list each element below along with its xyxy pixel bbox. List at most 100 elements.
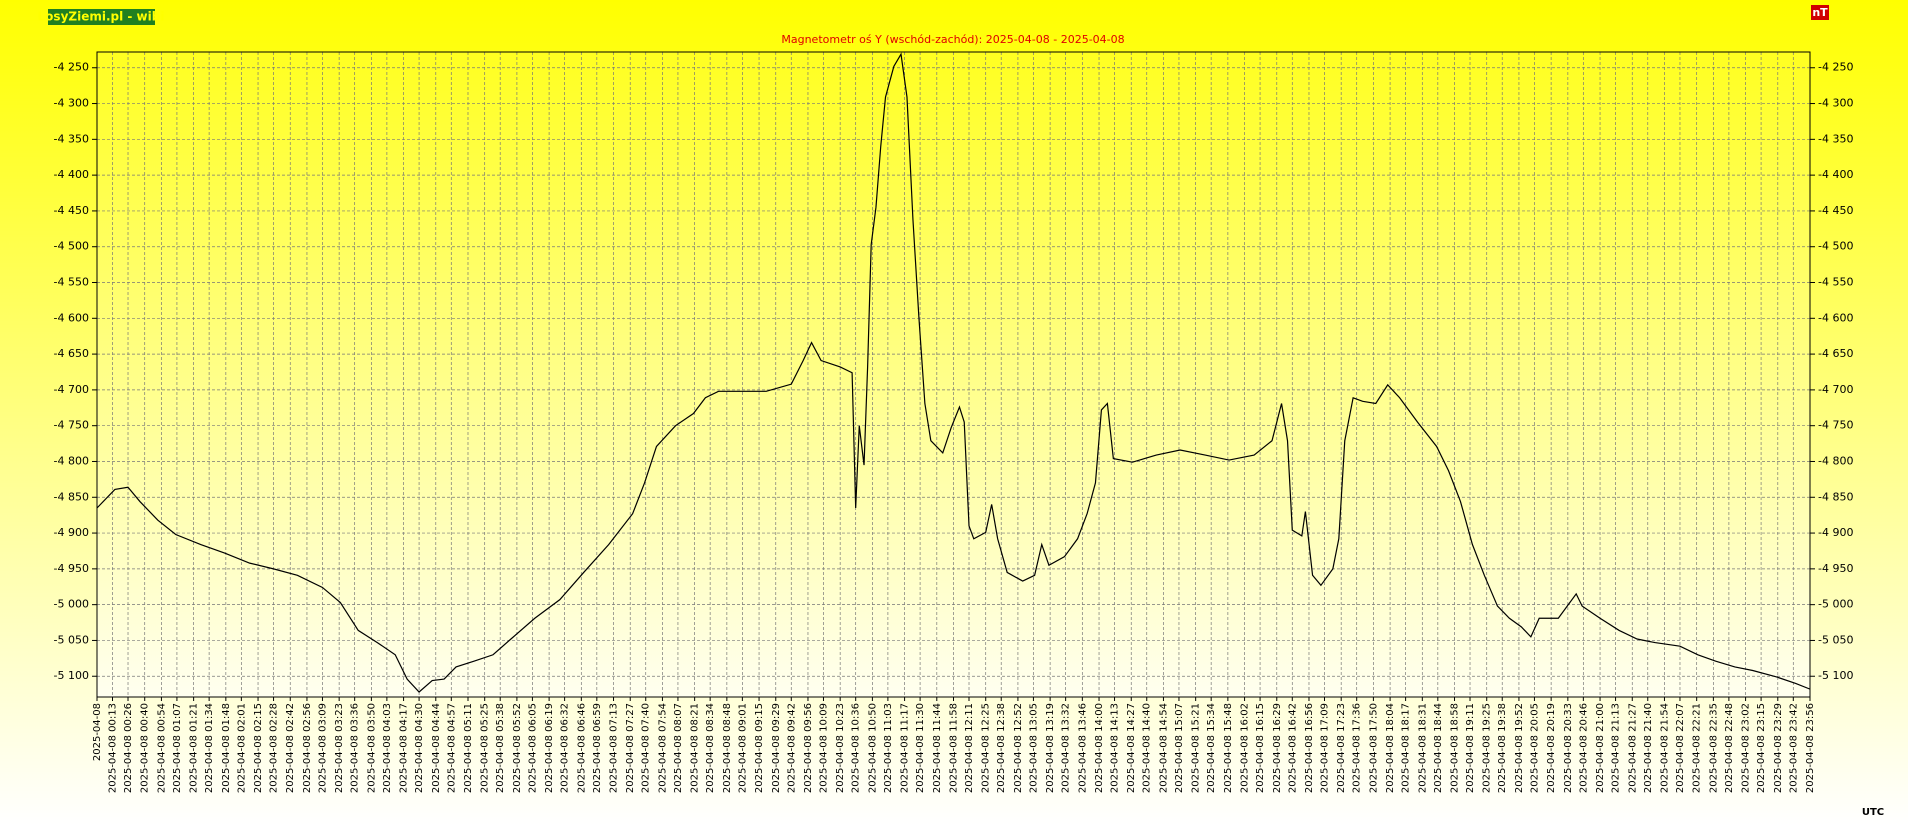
- x-tick-label: 2025-04-08 01:48: [221, 703, 232, 793]
- x-tick-label: 2025-04-08 14:13: [1110, 703, 1121, 793]
- x-tick-label: 2025-04-08 00:54: [156, 703, 167, 793]
- x-tick-label: 2025-04-08 09:01: [737, 703, 748, 793]
- y-tick-label: -4 650: [54, 347, 89, 360]
- x-tick-label: 2025-04-08 04:44: [431, 703, 442, 793]
- x-tick-label: 2025-04-08 22:07: [1675, 703, 1686, 793]
- x-tick-label: 2025-04-08 22:21: [1692, 703, 1703, 793]
- y-tick-label: -5 000: [1818, 598, 1853, 611]
- y-tick-label: -4 400: [1818, 168, 1853, 181]
- x-tick-label: 2025-04-08 15:34: [1206, 703, 1217, 793]
- y-tick-label: -4 750: [1818, 419, 1853, 432]
- x-tick-label: 2025-04-08 19:25: [1482, 703, 1493, 793]
- y-tick-label: -4 250: [1818, 61, 1853, 74]
- y-tick-label: -5 050: [54, 633, 89, 646]
- y-tick-label: -4 700: [1818, 383, 1853, 396]
- x-tick-label: 2025-04-08 23:02: [1741, 703, 1752, 793]
- y-tick-label: -4 900: [54, 526, 89, 539]
- x-tick-label: 2025-04-08 14:27: [1126, 703, 1137, 793]
- x-tick-label: 2025-04-08 02:01: [236, 703, 247, 793]
- y-tick-label: -4 800: [1818, 454, 1853, 467]
- x-tick-label: 2025-04-08 00:26: [123, 703, 134, 793]
- x-tick-label: 2025-04-08 12:38: [996, 703, 1007, 793]
- x-tick-label: 2025-04-08 17:09: [1319, 703, 1330, 793]
- x-tick-label: 2025-04-08 21:00: [1595, 703, 1606, 793]
- y-tick-label: -4 500: [1818, 240, 1853, 253]
- x-tick-label: 2025-04-08 07:13: [609, 703, 620, 793]
- x-tick-label: 2025-04-08 19:38: [1497, 703, 1508, 793]
- x-tick-label: 2025-04-08 20:05: [1529, 703, 1540, 793]
- y-tick-label: -4 850: [54, 490, 89, 503]
- y-tick-label: -4 850: [1818, 490, 1853, 503]
- x-tick-label: 2025-04-08 18:44: [1433, 703, 1444, 793]
- y-tick-label: -4 450: [54, 204, 89, 217]
- y-tick-label: -4 300: [1818, 97, 1853, 110]
- x-tick-label: 2025-04-08 07:40: [641, 703, 652, 793]
- x-tick-label: 2025-04-08 09:42: [786, 703, 797, 793]
- brand-box: [48, 9, 155, 25]
- x-tick-label: 2025-04-08 12:11: [964, 703, 975, 793]
- x-tick-label: 2025-04-08 17:36: [1352, 703, 1363, 793]
- x-tick-label: 2025-04-08 20:33: [1563, 703, 1574, 793]
- x-tick-label: 2025-04-08 16:15: [1255, 703, 1266, 793]
- x-tick-label: 2025-04-08 04:03: [382, 703, 393, 793]
- x-tick-label: 2025-04-08 22:35: [1708, 703, 1719, 793]
- x-tick-label: 2025-04-08 18:58: [1450, 703, 1461, 793]
- x-tick-label: 2025-04-08 05:25: [480, 703, 491, 793]
- y-tick-label: -4 950: [1818, 562, 1853, 575]
- x-tick-label: 2025-04-08 12:25: [981, 703, 992, 793]
- x-tick-label: 2025-04-08 08:48: [722, 703, 733, 793]
- y-tick-label: -4 600: [54, 311, 89, 324]
- x-tick-label: 2025-04-08 18:17: [1401, 703, 1412, 793]
- x-tick-label: 2025-04-08 05:11: [463, 703, 474, 793]
- y-tick-label: -4 900: [1818, 526, 1853, 539]
- x-tick-label: 2025-04-08 04:17: [399, 703, 410, 793]
- y-tick-label: -5 100: [1818, 669, 1853, 682]
- x-label: UTC: [1862, 807, 1884, 818]
- y-tick-label: -4 800: [54, 454, 89, 467]
- x-tick-label: 2025-04-08 18:04: [1385, 703, 1396, 793]
- x-tick-label: 2025-04-08 11:44: [932, 703, 943, 793]
- x-tick-label: 2025-04-08 02:42: [285, 703, 296, 793]
- x-tick-label: 2025-04-08 14:00: [1094, 703, 1105, 793]
- x-tick-label: 2025-04-08 21:40: [1643, 703, 1654, 793]
- x-tick-label: 2025-04-08 23:42: [1788, 703, 1799, 793]
- x-tick-label: 2025-04-08 04:57: [446, 703, 457, 793]
- x-tick-label: 2025-04-08 19:52: [1514, 703, 1525, 793]
- y-tick-label: -5 000: [54, 598, 89, 611]
- x-tick-label: 2025-04-08 21:27: [1627, 703, 1638, 793]
- x-tick-label: 2025-04-08 06:05: [527, 703, 538, 793]
- x-tick-label: 2025-04-08 23:15: [1756, 703, 1767, 793]
- x-tick-label: 2025-04-08 00:40: [140, 703, 151, 793]
- x-tick-label: 2025-04-08 06:46: [576, 703, 587, 793]
- x-tick-label: 2025-04-08 06:32: [560, 703, 571, 793]
- x-tick-label: 2025-04-08 21:54: [1659, 703, 1670, 793]
- x-tick-label: 2025-04-08 15:07: [1174, 703, 1185, 793]
- x-tick-label: 2025-04-08 02:28: [269, 703, 280, 793]
- x-tick-label: 2025-04-08 05:52: [512, 703, 523, 793]
- x-tick-label: 2025-04-08 16:42: [1287, 703, 1298, 793]
- x-tick-label: 2025-04-08 11:58: [949, 703, 960, 793]
- x-tick-label: 2025-04-08 20:46: [1578, 703, 1589, 793]
- x-tick-label: 2025-04-08 10:50: [867, 703, 878, 793]
- y-tick-label: -4 600: [1818, 311, 1853, 324]
- x-tick-label: 2025-04-08 05:38: [495, 703, 506, 793]
- chart-title: Magnetometr oś Y (wschód-zachód): 2025-0…: [781, 33, 1124, 46]
- x-tick-label: 2025-04-08 07:27: [625, 703, 636, 793]
- x-tick-label: 2025-04-08 15:21: [1191, 703, 1202, 793]
- y-tick-label: -4 400: [54, 168, 89, 181]
- x-tick-label: 2025-04-08 23:29: [1773, 703, 1784, 793]
- x-tick-label: 2025-04-08 13:32: [1061, 703, 1072, 793]
- y-tick-label: -5 050: [1818, 633, 1853, 646]
- x-tick-label: 2025-04-08 22:48: [1724, 703, 1735, 793]
- x-tick-label: 2025-04-08 00:13: [108, 703, 119, 793]
- x-tick-label: 2025-04-08 23:56: [1805, 703, 1816, 793]
- x-tick-label: 2025-04-08 13:05: [1028, 703, 1039, 793]
- x-tick-label: 2025-04-08 11:30: [915, 703, 926, 793]
- x-tick-label: 2025-04-08 15:48: [1223, 703, 1234, 793]
- x-tick-label: 2025-04-08 06:19: [544, 703, 555, 793]
- y-tick-label: -4 550: [54, 276, 89, 289]
- x-tick-label: 2025-04-08 01:07: [172, 703, 183, 793]
- y-tick-label: -5 100: [54, 669, 89, 682]
